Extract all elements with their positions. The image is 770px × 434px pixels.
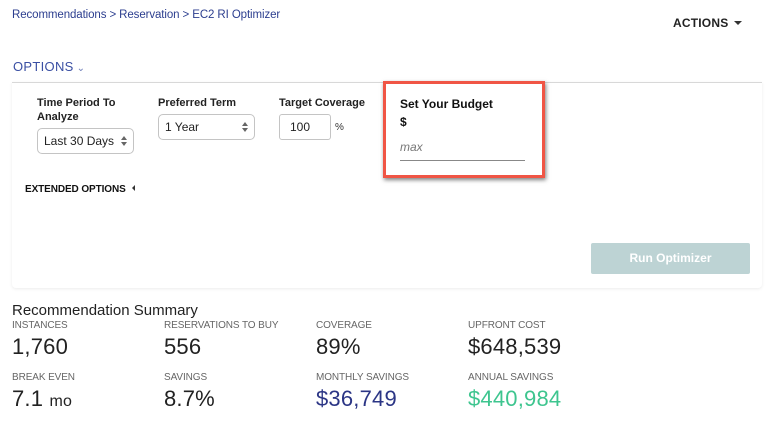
time-period-select[interactable]: Last 30 Days xyxy=(37,128,134,154)
metric-savings: SAVINGS 8.7% xyxy=(164,372,215,412)
metric-value: 89% xyxy=(316,334,361,359)
budget-title: Set Your Budget xyxy=(400,97,493,111)
metric-value: 7.1 mo xyxy=(12,386,75,412)
metric-break-even: BREAK EVEN 7.1 mo xyxy=(12,372,75,412)
metric-coverage: COVERAGE 89% xyxy=(316,320,372,360)
select-arrows-icon xyxy=(121,136,127,147)
budget-highlight-box: Set Your Budget $ max xyxy=(383,81,545,178)
metric-label: BREAK EVEN xyxy=(12,372,75,383)
target-coverage-input[interactable]: 100 xyxy=(279,114,331,140)
time-period-label: Time Period To Analyze xyxy=(37,96,115,124)
percent-unit: % xyxy=(335,122,344,133)
metric-value: $440,984 xyxy=(468,386,562,411)
actions-label: ACTIONS xyxy=(673,16,729,30)
options-label: OPTIONS xyxy=(13,59,74,74)
metric-value: $648,539 xyxy=(468,334,562,359)
metric-label: COVERAGE xyxy=(316,320,372,331)
metric-annual-savings: ANNUAL SAVINGS $440,984 xyxy=(468,372,561,412)
options-toggle[interactable]: OPTIONS ⌄ xyxy=(13,59,85,74)
metric-label: MONTHLY SAVINGS xyxy=(316,372,409,383)
metric-value: 556 xyxy=(164,334,202,359)
metric-label: ANNUAL SAVINGS xyxy=(468,372,554,383)
extended-options-label: EXTENDED OPTIONS xyxy=(25,184,126,195)
breadcrumb[interactable]: Recommendations > Reservation > EC2 RI O… xyxy=(12,9,281,21)
budget-input[interactable]: max xyxy=(400,137,525,161)
metric-value: 1,760 xyxy=(12,334,69,359)
summary-title: Recommendation Summary xyxy=(12,302,198,319)
metric-monthly-savings: MONTHLY SAVINGS $36,749 xyxy=(316,372,409,412)
budget-currency: $ xyxy=(400,115,407,129)
metric-label: RESERVATIONS TO BUY xyxy=(164,320,279,331)
caret-down-icon xyxy=(734,21,743,25)
metric-value: 8.7% xyxy=(164,386,215,411)
select-arrows-icon xyxy=(242,122,248,133)
break-even-number: 7.1 xyxy=(12,386,44,411)
metric-value: $36,749 xyxy=(316,386,397,411)
break-even-unit: mo xyxy=(49,393,73,410)
preferred-term-value: 1 Year xyxy=(165,120,200,134)
actions-menu-button[interactable]: ACTIONS xyxy=(673,16,743,30)
extended-options-toggle[interactable]: EXTENDED OPTIONS xyxy=(25,184,135,195)
time-period-label-line2: Analyze xyxy=(37,111,79,123)
preferred-term-label: Preferred Term xyxy=(158,97,237,109)
metric-label: SAVINGS xyxy=(164,372,208,383)
chevron-down-icon: ⌄ xyxy=(76,63,86,74)
metric-reservations-to-buy: RESERVATIONS TO BUY 556 xyxy=(164,320,279,360)
preferred-term-select[interactable]: 1 Year xyxy=(158,114,255,140)
metric-label: INSTANCES xyxy=(12,320,68,331)
time-period-value: Last 30 Days xyxy=(44,134,115,148)
metric-upfront-cost: UPFRONT COST $648,539 xyxy=(468,320,561,360)
metric-label: UPFRONT COST xyxy=(468,320,546,331)
time-period-label-line1: Time Period To xyxy=(37,97,116,109)
caret-left-icon xyxy=(131,185,135,191)
target-coverage-label: Target Coverage xyxy=(279,97,365,109)
run-optimizer-button[interactable]: Run Optimizer xyxy=(591,243,750,274)
metric-instances: INSTANCES 1,760 xyxy=(12,320,68,360)
